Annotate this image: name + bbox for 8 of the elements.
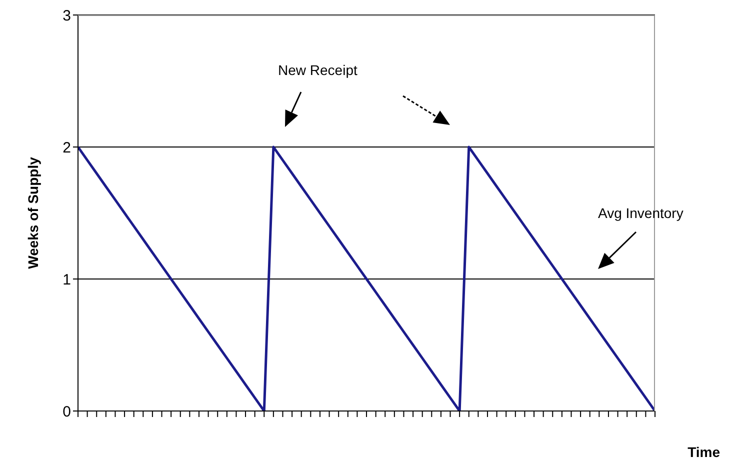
y-axis-title: Weeks of Supply <box>25 157 41 269</box>
y-tick-label: 1 <box>62 271 71 288</box>
y-tick-label: 3 <box>62 7 71 24</box>
y-tick-label: 0 <box>62 403 71 420</box>
annotation: Avg Inventory <box>598 205 684 221</box>
annotation: New Receipt <box>278 62 358 78</box>
y-tick-label: 2 <box>62 139 71 156</box>
x-axis-title: Time <box>688 444 720 460</box>
